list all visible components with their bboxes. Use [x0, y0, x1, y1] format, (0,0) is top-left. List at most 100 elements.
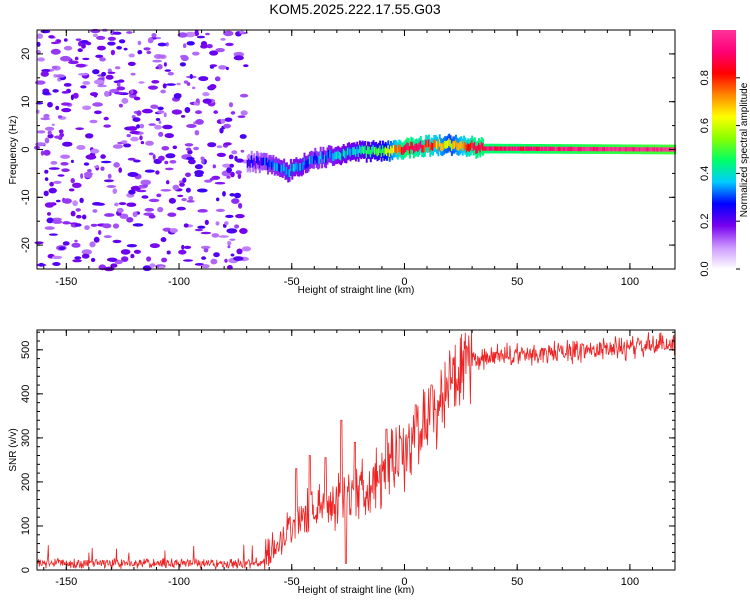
snr-xtick-label: -150 — [55, 576, 77, 588]
spectrogram-noise-cell — [213, 252, 220, 258]
spectrogram-noise-cell — [148, 198, 160, 203]
spectrogram-track-cell — [538, 146, 541, 151]
spectrogram-track-cell — [368, 146, 371, 155]
spectrogram-track-cell — [371, 146, 374, 155]
spectrogram-track-cell — [317, 156, 319, 165]
spectrogram-noise-cell — [55, 105, 60, 111]
spectrogram-track-cell — [484, 146, 487, 151]
spectrogram-cells — [34, 28, 677, 272]
spectrogram-noise-cell — [165, 83, 176, 86]
spectrogram-track-cell — [633, 147, 636, 152]
spectrogram-noise-cell — [138, 81, 145, 84]
spectrogram-track-cell — [546, 146, 549, 151]
spectrogram-noise-cell — [136, 189, 147, 193]
spectrogram-track-cell — [446, 140, 449, 148]
spectrogram-track-cell — [292, 163, 295, 172]
spectrogram-noise-cell — [52, 217, 62, 221]
spectrogram-track-cell — [560, 146, 563, 152]
spectrogram-noise-cell — [201, 159, 205, 164]
spectrogram-track-cell — [275, 161, 278, 170]
spectrogram-noise-cell — [116, 207, 124, 213]
spectrogram-track-cell — [576, 146, 579, 152]
spectrogram-noise-cell — [148, 85, 158, 90]
snr-ytick-label: 200 — [20, 473, 32, 491]
spectrogram-noise-cell — [34, 241, 44, 245]
spectrogram-noise-cell — [225, 42, 234, 47]
spectrogram-track-cell — [356, 146, 359, 155]
spectrogram-track-cell — [632, 147, 635, 152]
spectrogram-noise-cell — [74, 56, 79, 61]
spectrogram-noise-cell — [38, 262, 45, 267]
spectrogram-track-cell — [310, 155, 313, 164]
spectrogram-noise-cell — [209, 50, 219, 56]
spectrogram-noise-cell — [152, 59, 163, 63]
snr-xtick-label: -50 — [284, 576, 300, 588]
spectrogram-track-cell — [624, 147, 627, 152]
spectrogram-noise-cell — [63, 83, 72, 87]
spectrogram-track-cell — [331, 153, 334, 162]
spectrogram-xtick-label: 0 — [401, 276, 407, 288]
spectrogram-noise-cell — [157, 42, 167, 47]
spectrogram-track-cell — [601, 147, 604, 152]
spectrogram-track-cell — [637, 147, 640, 152]
spectrogram-track-cell — [350, 147, 353, 156]
spectrogram-track-cell — [563, 146, 566, 152]
spectrogram-track-cell — [400, 147, 403, 155]
spectrogram-noise-cell — [148, 123, 156, 126]
spectrogram-noise-cell — [214, 76, 221, 82]
spectrogram-noise-cell — [37, 57, 45, 62]
spectrogram-track-cell — [392, 145, 395, 153]
spectrogram-noise-cell — [77, 48, 83, 53]
spectrogram-noise-cell — [137, 40, 142, 46]
spectrogram-noise-cell — [167, 71, 174, 76]
spectrogram-ylabel: Frequency (Hz) — [8, 116, 19, 185]
spectrogram-noise-cell — [160, 189, 172, 192]
spectrogram-noise-cell — [55, 74, 66, 78]
spectrogram-track-cell — [265, 157, 268, 166]
spectrogram-noise-cell — [179, 62, 186, 67]
spectrogram-noise-cell — [194, 228, 203, 232]
spectrogram-noise-cell — [219, 127, 224, 134]
spectrogram-track-cell — [258, 160, 261, 169]
spectrogram-noise-cell — [201, 264, 210, 269]
spectrogram-noise-cell — [83, 162, 90, 166]
spectrogram-noise-cell — [181, 55, 189, 62]
spectrogram-track-cell — [388, 149, 391, 157]
spectrogram-noise-cell — [121, 256, 129, 262]
spectrogram-xtick-label: -100 — [168, 276, 190, 288]
spectrogram-noise-cell — [68, 60, 79, 65]
spectrogram-noise-cell — [224, 258, 228, 263]
spectrogram-xlabel: Height of straight line (km) — [298, 285, 415, 296]
colorbar-ticks: 0.0 0.2 0.4 0.6 0.8 — [699, 70, 740, 277]
spectrogram-track-cell — [495, 146, 498, 151]
spectrogram-noise-cell — [48, 233, 58, 236]
spectrogram-noise-cell — [44, 226, 55, 230]
spectrogram-noise-cell — [182, 177, 187, 183]
spectrogram-noise-cell — [202, 98, 212, 104]
spectrogram-noise-cell — [204, 219, 209, 225]
spectrogram-track-cell — [478, 142, 480, 151]
spectrogram-track-cell — [482, 143, 484, 151]
spectrogram-noise-cell — [193, 146, 200, 151]
spectrogram-track-cell — [254, 160, 257, 169]
spectrogram-ytick-label: -20 — [20, 237, 32, 253]
spectrogram-ytick-label: -10 — [20, 189, 32, 205]
spectrogram-noise-cell — [229, 193, 236, 197]
spectrogram-noise-cell — [47, 212, 51, 216]
spectrogram-track-cell — [340, 152, 342, 161]
spectrogram-track-cell — [556, 146, 559, 152]
spectrogram-track-cell — [395, 145, 398, 153]
spectrogram-noise-cell — [223, 123, 231, 129]
spectrogram-track-cell — [341, 150, 344, 159]
spectrogram-noise-cell — [185, 172, 191, 178]
spectrogram-track-cell — [344, 150, 347, 159]
spectrogram-noise-cell — [179, 182, 185, 187]
spectrogram-track-cell — [475, 146, 478, 154]
spectrogram-track-cell — [445, 141, 448, 149]
spectrogram-track-cell — [402, 147, 405, 155]
spectrogram-noise-cell — [160, 237, 167, 243]
spectrogram-noise-cell — [68, 188, 75, 192]
spectrogram-noise-cell — [98, 230, 102, 235]
spectrogram-noise-cell — [35, 109, 40, 114]
spectrogram-noise-cell — [74, 223, 82, 227]
